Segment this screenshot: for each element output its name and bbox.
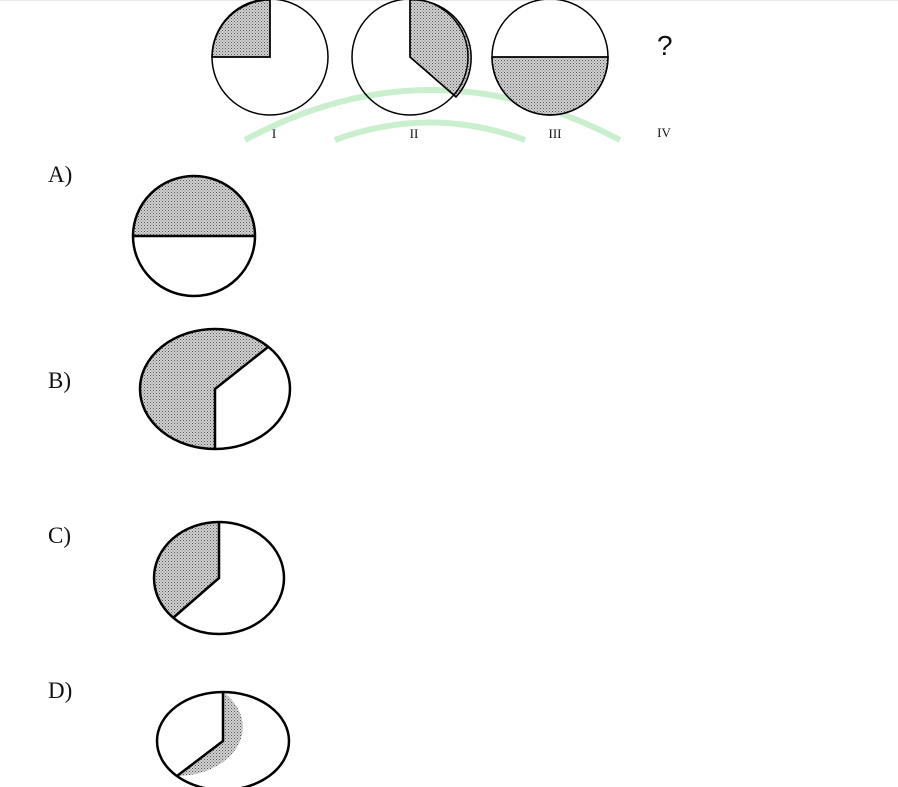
option-c-figure[interactable] (152, 520, 286, 636)
series-figure-1 (211, 0, 329, 116)
option-a-label[interactable]: A) (48, 162, 73, 187)
option-b-label[interactable]: B) (48, 368, 71, 393)
figure-label-3: III (548, 126, 562, 141)
figure-label-1: I (271, 126, 277, 141)
series-figure-3 (491, 0, 609, 116)
option-a-figure[interactable] (131, 174, 257, 298)
option-c-label[interactable]: C) (48, 523, 71, 548)
figure-label-4: IV (657, 125, 671, 140)
missing-figure-mark: ? (657, 30, 673, 61)
series-figure-2 (351, 0, 472, 116)
option-d-figure[interactable] (155, 690, 291, 787)
top-divider (0, 0, 898, 1)
option-b-figure[interactable] (138, 327, 292, 451)
option-d-label[interactable]: D) (48, 678, 73, 703)
figure-label-2: II (409, 126, 419, 141)
watermark-logo (243, 87, 622, 143)
